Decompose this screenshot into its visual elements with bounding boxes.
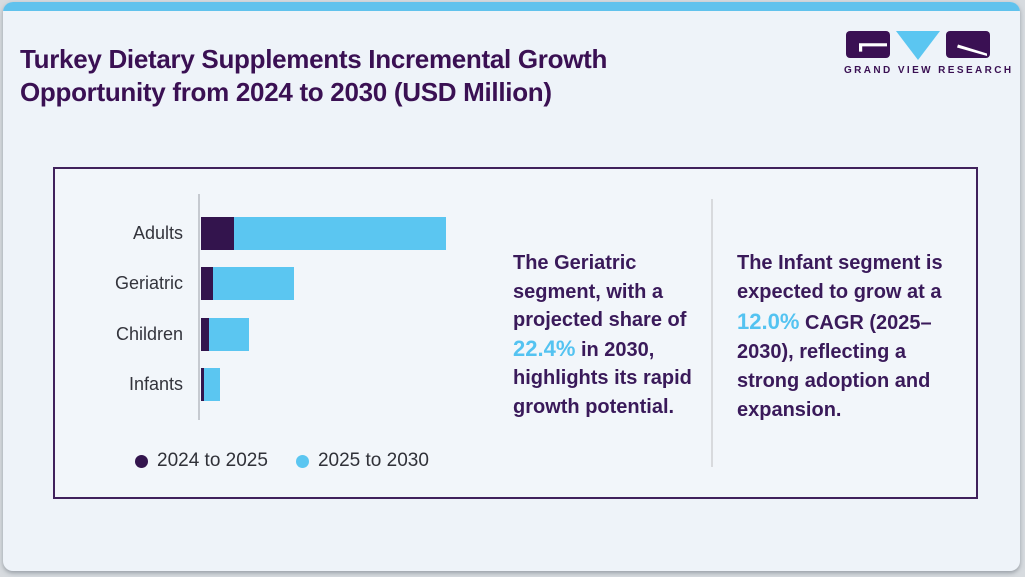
logo-r-glyph-icon xyxy=(957,44,987,56)
infographic-page: Turkey Dietary Supplements Incremental G… xyxy=(3,2,1020,571)
brand-name: GRAND VIEW RESEARCH xyxy=(844,65,1014,76)
category-label: Adults xyxy=(132,222,183,243)
legend-swatch-icon xyxy=(295,454,309,468)
chart-row: Children xyxy=(69,309,446,360)
legend-item: 2024 to 2025 xyxy=(135,450,268,472)
gvr-logo-mark-icon xyxy=(846,31,990,60)
insight-infant-pre: The Infant segment is expected to grow a… xyxy=(737,252,943,303)
logo-g-glyph-icon xyxy=(859,43,887,52)
page-title: Turkey Dietary Supplements Incremental G… xyxy=(20,44,608,108)
bar-segment-adults xyxy=(201,216,234,250)
chart-row: Geriatric xyxy=(69,259,446,310)
category-label: Infants xyxy=(128,374,183,395)
chart-panel: Adults Geriatric Children Infants 2024 to 2… xyxy=(53,167,978,499)
insight-infant-accent: 12.0% xyxy=(737,309,800,334)
insight-geriatric-post: in 2030, highlights its rapid growth pot… xyxy=(513,338,692,418)
bar-stack xyxy=(201,368,220,402)
chart-row: Infants xyxy=(69,360,446,411)
insight-infant-post: CAGR (2025–2030), reflecting a strong ad… xyxy=(737,312,932,421)
legend-swatch-icon xyxy=(135,454,148,468)
category-label: Geriatric xyxy=(114,273,183,294)
gvr-logo: GRAND VIEW RESEARCH xyxy=(844,30,1014,76)
top-accent-bar xyxy=(3,2,1020,11)
insight-geriatric-accent: 22.4% xyxy=(513,335,576,361)
insight-geriatric-pre: The Geriatric segment, with a projected … xyxy=(513,252,687,331)
bar-segment-infants xyxy=(204,368,220,402)
bar-segment-children xyxy=(209,317,249,351)
bar-stack xyxy=(201,216,446,250)
bar-stack xyxy=(201,267,294,301)
bar-segment-geriatric xyxy=(213,267,294,301)
insight-infant: The Infant segment is expected to grow a… xyxy=(737,249,957,425)
logo-v-triangle-icon xyxy=(896,31,940,60)
category-label: Children xyxy=(115,323,183,344)
chart-rows: Adults Geriatric Children Infants xyxy=(69,208,446,410)
chart-row: Adults xyxy=(69,208,446,259)
bar-segment-adults xyxy=(234,216,446,250)
insight-divider xyxy=(711,199,713,467)
chart-legend: 2024 to 2025 2025 to 2030 xyxy=(135,450,457,472)
insight-geriatric: The Geriatric segment, with a projected … xyxy=(513,249,717,421)
chart-axis-line xyxy=(198,194,200,420)
bar-segment-geriatric xyxy=(201,267,213,301)
bar-segment-children xyxy=(201,317,209,351)
legend-label: 2025 to 2030 xyxy=(317,450,429,471)
bar-segment-infants xyxy=(201,368,204,402)
bar-stack xyxy=(201,317,249,351)
legend-item: 2025 to 2030 xyxy=(295,450,429,472)
legend-label: 2024 to 2025 xyxy=(157,450,268,471)
